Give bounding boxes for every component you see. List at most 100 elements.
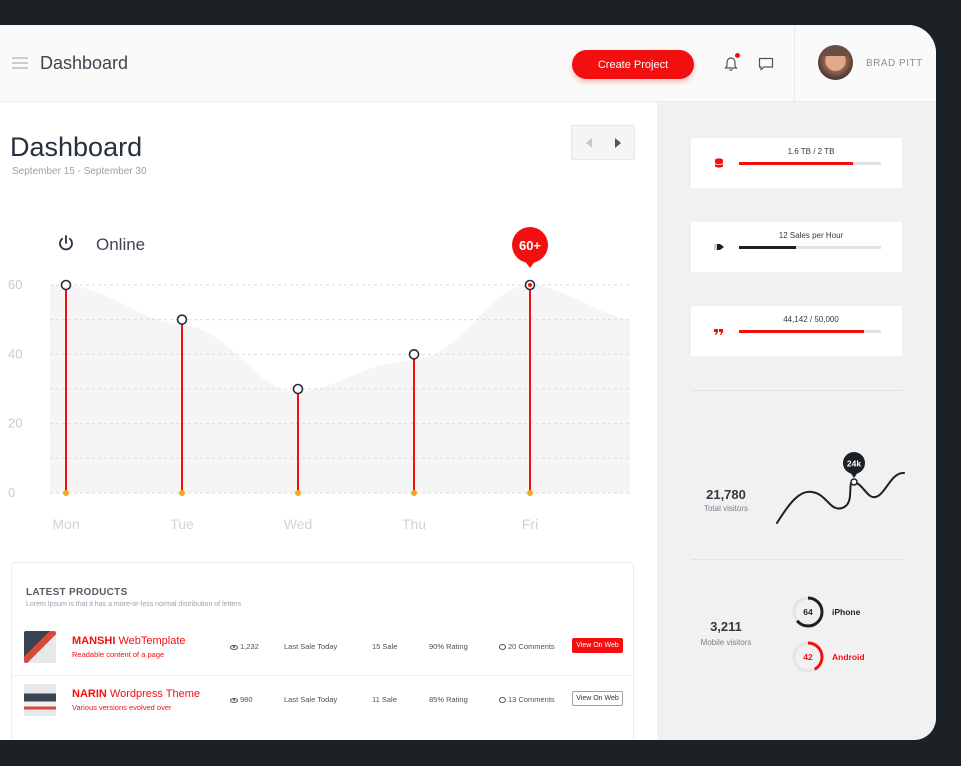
iphone-value: 64 xyxy=(803,607,813,617)
quota-progress xyxy=(739,330,881,333)
product-sales: 15 Sale xyxy=(372,642,398,651)
iphone-label: iPhone xyxy=(832,607,861,617)
storage-card: 1.6 TB / 2 TB xyxy=(691,138,902,188)
y-tick-label: 60 xyxy=(8,277,22,292)
quota-card: 44,142 / 50,000 xyxy=(691,306,902,356)
sparkline-peak-label: 24k xyxy=(847,459,861,469)
product-views: 1,232 xyxy=(230,642,259,651)
top-bar: Dashboard Create Project BRAD PITT xyxy=(0,25,936,102)
android-label: Android xyxy=(832,652,865,662)
products-title: LATEST PRODUCTS xyxy=(26,587,128,598)
product-last-sale: Last Sale Today xyxy=(284,695,338,704)
avatar[interactable] xyxy=(818,45,853,80)
sidebar-divider xyxy=(691,559,902,560)
date-range: September 15 - September 30 xyxy=(12,166,147,177)
product-description: Various versions evolved over xyxy=(72,703,172,712)
android-donut-arc xyxy=(792,641,824,673)
iphone-donut-arc xyxy=(792,596,824,628)
message-icon[interactable] xyxy=(758,57,774,71)
quota-progress-fill xyxy=(739,330,864,333)
page-title: Dashboard xyxy=(10,132,143,162)
sparkline-peak-badge xyxy=(843,452,865,474)
menu-icon[interactable] xyxy=(12,57,28,69)
tag-icon xyxy=(714,244,724,250)
table-row: NARIN Wordpress Theme Various versions e… xyxy=(12,675,633,725)
value-point-highlight xyxy=(528,283,532,287)
bell-icon[interactable] xyxy=(723,56,739,72)
sidebar-divider xyxy=(691,390,902,391)
mobile-visitors-value: 3,211 xyxy=(710,619,742,634)
sparkline-peak-point xyxy=(850,478,858,486)
date-pager xyxy=(571,125,635,160)
products-subtitle: Lorem Ipsum is that it has a more-or-les… xyxy=(26,601,242,608)
sales-label: 12 Sales per Hour xyxy=(778,231,844,240)
comment-icon xyxy=(499,697,506,704)
product-description: Readable content of a page xyxy=(72,650,165,659)
product-comments[interactable]: 13 Comments xyxy=(499,695,555,704)
chevron-right-icon[interactable] xyxy=(615,138,621,148)
view-on-web-button[interactable]: View On Web xyxy=(572,691,623,706)
product-rating: 85% Rating xyxy=(429,695,468,704)
base-dot xyxy=(527,490,533,496)
value-point xyxy=(176,314,188,325)
product-rating: 90% Rating xyxy=(429,642,468,651)
y-tick-label: 20 xyxy=(8,416,22,431)
status-label: Online xyxy=(96,235,146,254)
user-name[interactable]: BRAD PITT xyxy=(866,58,923,69)
latest-products-panel: LATEST PRODUCTS Lorem Ipsum is that it h… xyxy=(11,562,634,740)
header-title: Dashboard xyxy=(40,53,129,73)
sparkline-path xyxy=(776,472,905,524)
product-thumbnail xyxy=(24,631,56,663)
product-thumbnail xyxy=(24,684,56,716)
storage-progress xyxy=(739,162,881,165)
chevron-left-icon[interactable] xyxy=(586,138,592,148)
product-comments[interactable]: 20 Comments xyxy=(499,642,555,651)
eye-icon xyxy=(230,697,238,703)
view-on-web-button[interactable]: View On Web xyxy=(572,638,623,653)
peak-badge-pointer xyxy=(524,260,536,268)
table-row: MANSHI WebTemplate Readable content of a… xyxy=(12,623,633,673)
x-tick-label: Thu xyxy=(402,516,426,532)
eye-icon xyxy=(230,644,238,650)
android-value: 42 xyxy=(803,652,813,662)
mobile-visitors-label: Mobile visitors xyxy=(700,638,752,647)
value-point xyxy=(60,279,72,291)
dashboard-window: Dashboard Create Project BRAD PITT 60 40 2… xyxy=(0,25,936,740)
database-icon xyxy=(714,158,724,168)
storage-label: 1.6 TB / 2 TB xyxy=(787,147,835,156)
stats-sidebar: 1.6 TB / 2 TB 12 Sales per Hour 44,142 /… xyxy=(657,102,936,740)
product-name[interactable]: NARIN Wordpress Theme xyxy=(72,688,200,700)
power-icon xyxy=(59,235,73,251)
product-name[interactable]: MANSHI WebTemplate xyxy=(72,635,186,647)
notification-dot xyxy=(735,53,740,58)
sales-progress xyxy=(739,246,881,249)
sparkline-badge-pointer xyxy=(850,472,858,478)
base-dot xyxy=(295,490,301,496)
quote-icon xyxy=(714,329,723,335)
sales-progress-fill xyxy=(739,246,796,249)
y-tick-label: 40 xyxy=(8,346,22,361)
iphone-donut: 64 xyxy=(792,596,824,628)
value-point xyxy=(292,383,304,395)
product-last-sale: Last Sale Today xyxy=(284,642,338,651)
peak-badge-label: 60+ xyxy=(519,238,541,253)
x-tick-label: Mon xyxy=(52,516,79,532)
base-dot xyxy=(63,490,69,496)
base-dot xyxy=(411,490,417,496)
header-divider xyxy=(794,25,795,102)
x-tick-label: Fri xyxy=(522,516,538,532)
product-sales: 11 Sale xyxy=(372,695,397,704)
online-chart: 60 40 20 0 Mon Tue Wed Thu Fri 60+ xyxy=(8,227,630,532)
main-panel: 60 40 20 0 Mon Tue Wed Thu Fri 60+ Dashboard Sept… xyxy=(0,102,657,740)
x-tick-label: Wed xyxy=(284,516,313,532)
peak-badge xyxy=(512,227,548,263)
visitors-sparkline: 24k xyxy=(776,452,905,524)
x-tick-label: Tue xyxy=(170,516,194,532)
create-project-button[interactable]: Create Project xyxy=(572,50,694,79)
y-tick-label: 0 xyxy=(8,485,15,500)
base-dot xyxy=(179,490,185,496)
comment-icon xyxy=(499,644,506,651)
android-donut: 42 xyxy=(792,641,824,673)
sales-card: 12 Sales per Hour xyxy=(691,222,902,272)
quota-label: 44,142 / 50,000 xyxy=(783,315,839,324)
